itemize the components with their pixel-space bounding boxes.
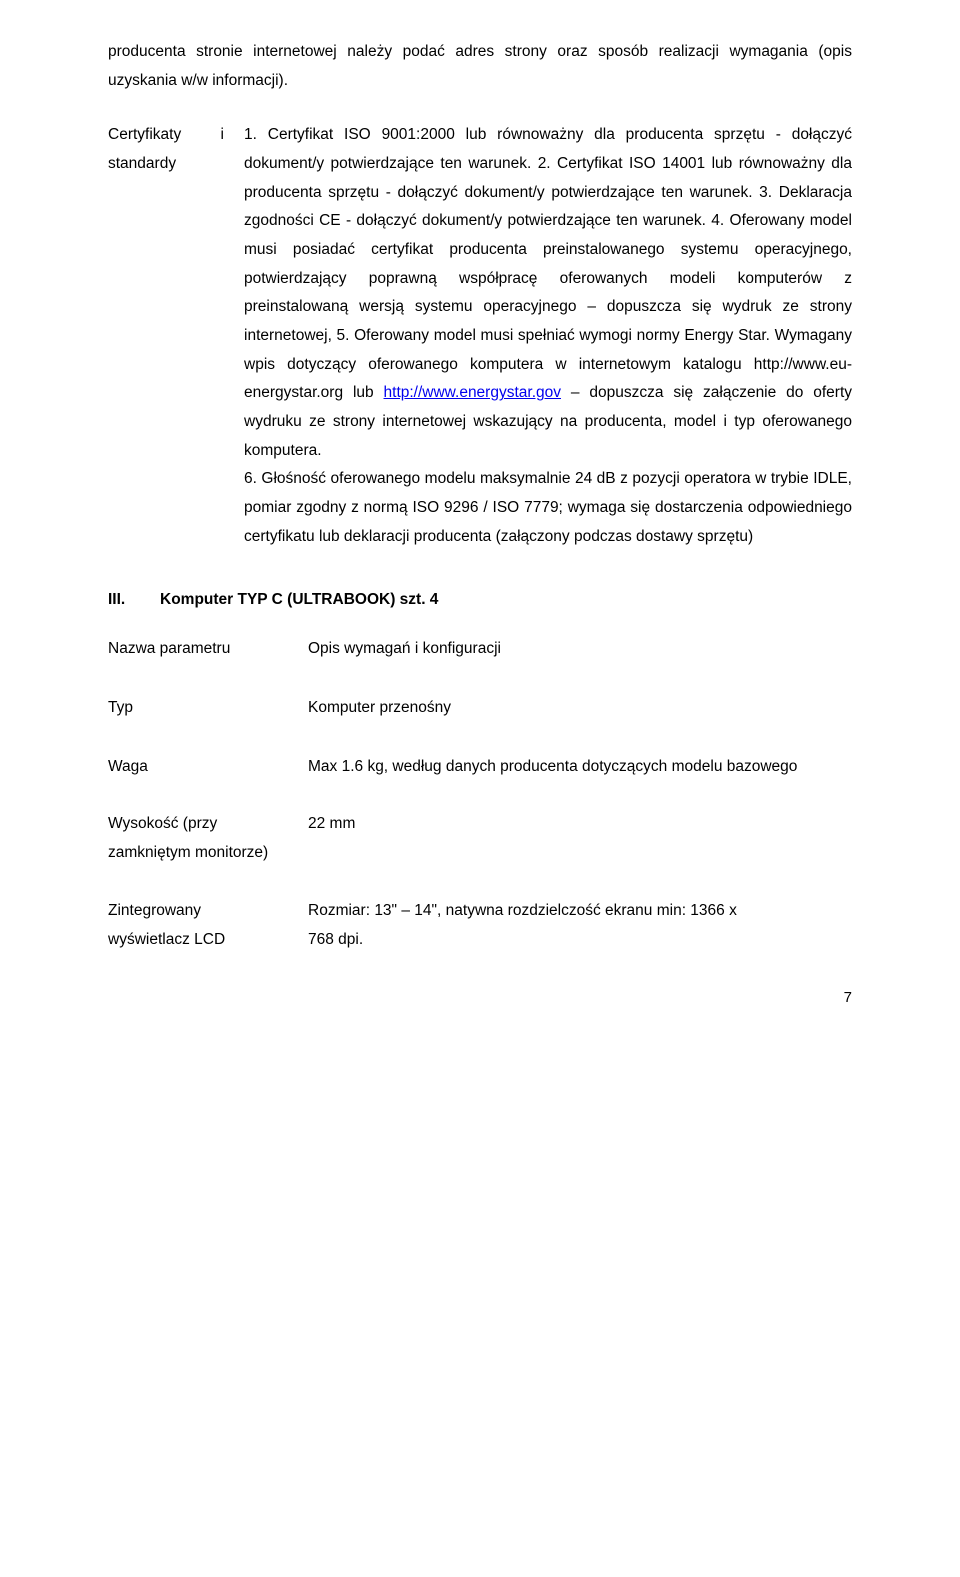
param-label: Zintegrowany wyświetlacz LCD: [108, 897, 308, 954]
energystar-link[interactable]: http://www.energystar.gov: [384, 384, 561, 401]
wysokosc-label-1: Wysokość (przy: [108, 810, 308, 839]
param-row-nazwa: Nazwa parametru Opis wymagań i konfigura…: [108, 635, 852, 664]
lcd-value-2: 768 dpi.: [308, 926, 852, 955]
cert-section: Certyfikaty i standardy 1. Certyfikat IS…: [108, 121, 852, 551]
cert-label: Certyfikaty i standardy: [108, 121, 224, 551]
lcd-label-2: wyświetlacz LCD: [108, 926, 308, 955]
section-header: III.Komputer TYP C (ULTRABOOK) szt. 4: [108, 591, 852, 609]
intro-text: producenta stronie internetowej należy p…: [108, 38, 852, 95]
param-row-waga: Waga Wysokość (przy zamkniętym monitorze…: [108, 753, 852, 868]
section-number: III.: [108, 591, 160, 609]
param-row-typ: Typ Komputer przenośny: [108, 694, 852, 723]
cert-text-3: 6. Głośność oferowanego modelu maksymaln…: [244, 465, 852, 551]
wysokosc-value: 22 mm: [308, 810, 852, 839]
waga-value: Max 1.6 kg, według danych producenta dot…: [308, 753, 852, 782]
page-number: 7: [108, 989, 852, 1006]
wysokosc-label-2: zamkniętym monitorze): [108, 839, 308, 868]
param-label: Typ: [108, 694, 308, 723]
param-row-lcd: Zintegrowany wyświetlacz LCD Rozmiar: 13…: [108, 897, 852, 954]
param-label: Nazwa parametru: [108, 635, 308, 664]
section-title: Komputer TYP C (ULTRABOOK) szt. 4: [160, 591, 438, 608]
waga-label: Waga: [108, 753, 308, 782]
lcd-value-1: Rozmiar: 13" – 14", natywna rozdzielczoś…: [308, 897, 852, 926]
cert-body: 1. Certyfikat ISO 9001:2000 lub równoważ…: [244, 121, 852, 551]
param-value: Opis wymagań i konfiguracji: [308, 635, 852, 664]
cert-text-1: 1. Certyfikat ISO 9001:2000 lub równoważ…: [244, 126, 852, 401]
param-value: Komputer przenośny: [308, 694, 852, 723]
param-value: Rozmiar: 13" – 14", natywna rozdzielczoś…: [308, 897, 852, 954]
lcd-label-1: Zintegrowany: [108, 897, 308, 926]
param-value: Max 1.6 kg, według danych producenta dot…: [308, 753, 852, 868]
param-label: Waga Wysokość (przy zamkniętym monitorze…: [108, 753, 308, 868]
